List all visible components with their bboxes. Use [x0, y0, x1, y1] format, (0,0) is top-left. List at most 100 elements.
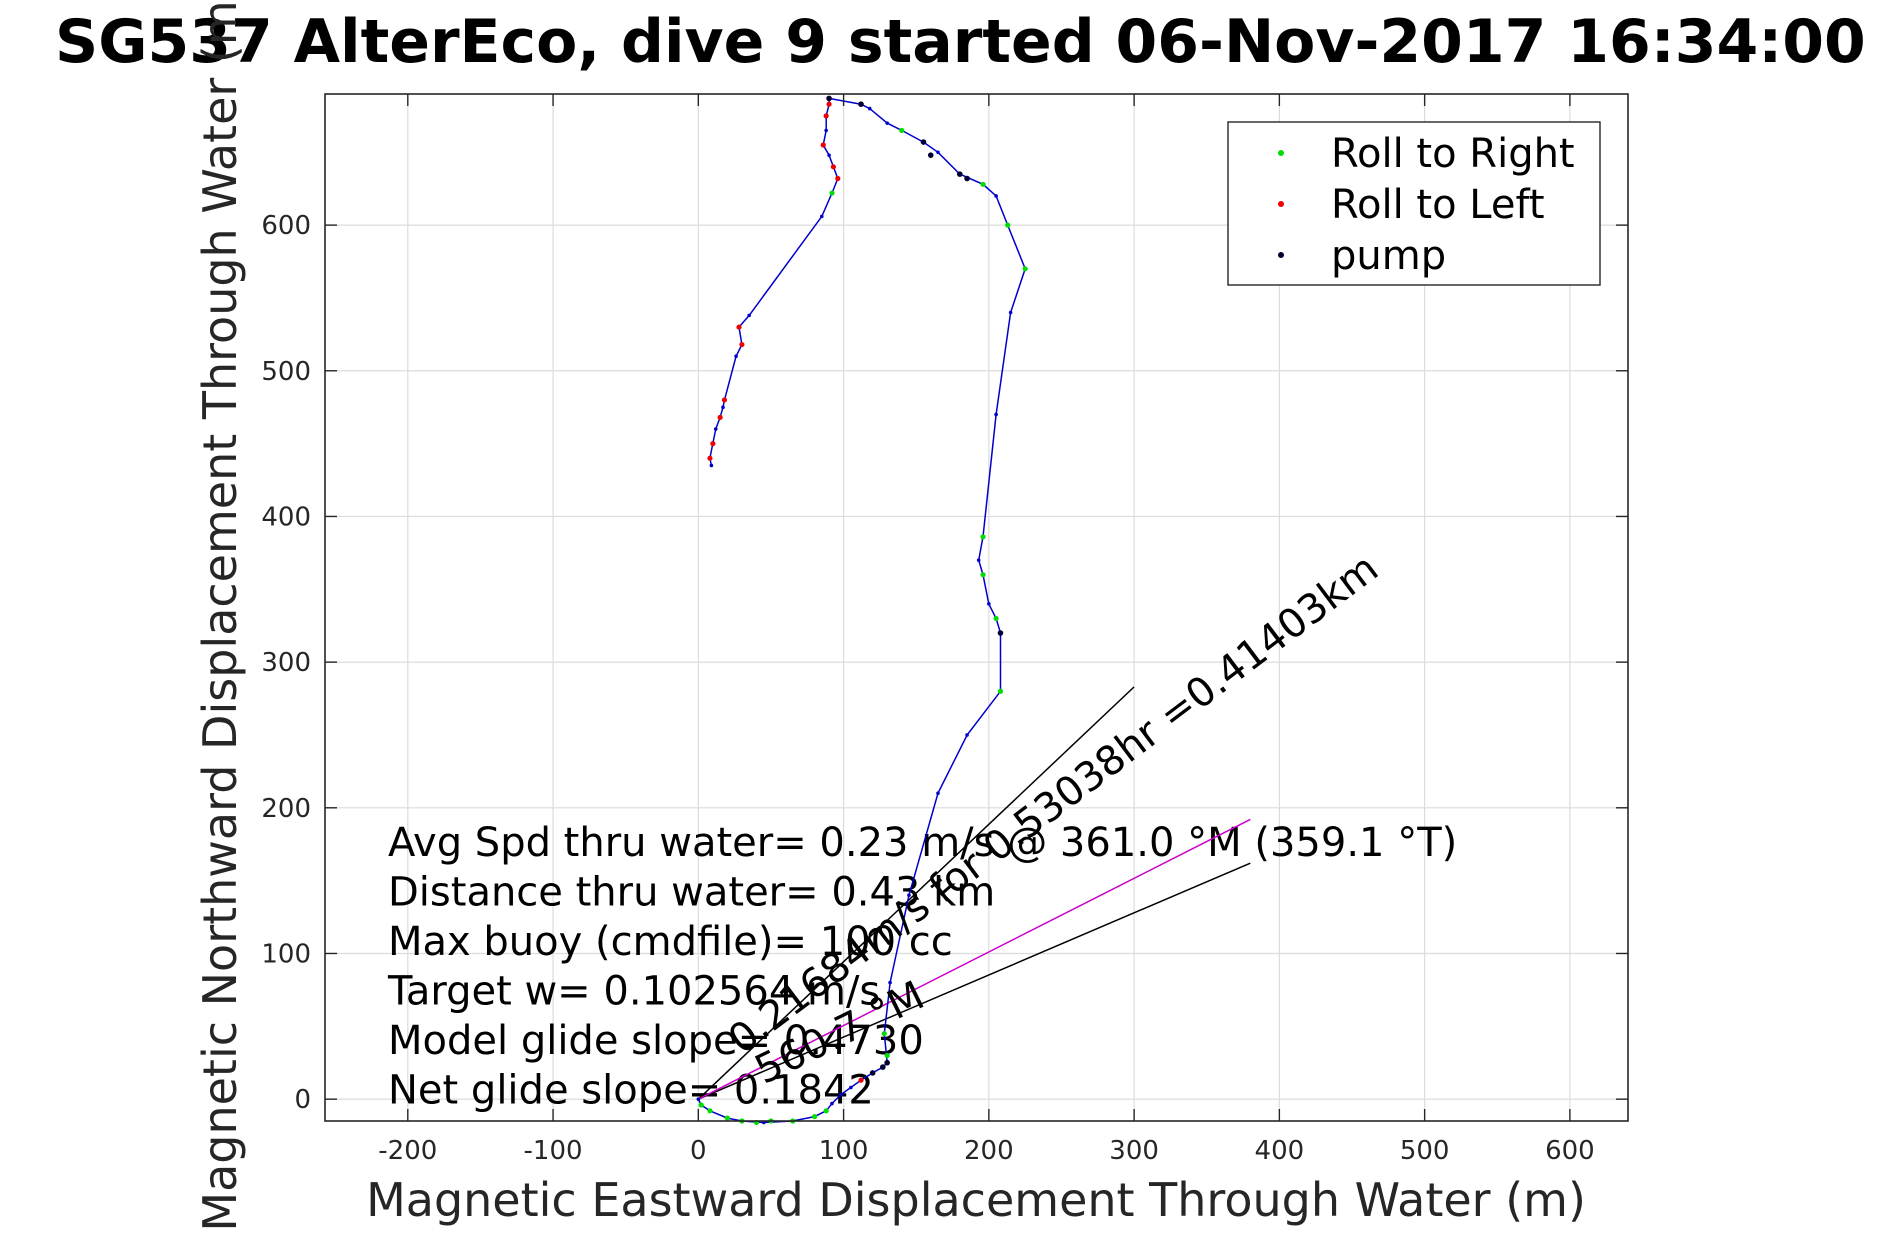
- roll-left-point: [707, 455, 713, 461]
- track-series: [696, 95, 1028, 1126]
- track-point: [987, 602, 991, 606]
- current-vector-line: [697, 686, 1135, 1100]
- track-point: [888, 980, 892, 985]
- track-point: [713, 427, 718, 431]
- roll-left-point: [823, 113, 829, 119]
- track-point: [824, 128, 828, 133]
- annotation-line: Net glide slope= 0.1842: [388, 1068, 874, 1114]
- track-point: [709, 463, 714, 468]
- y-tick-label: 400: [261, 502, 311, 532]
- track-point: [965, 733, 969, 737]
- annotation-block: Avg Spd thru water= 0.23 m/s @ 361.0 °M …: [387, 820, 1457, 1114]
- annotation-line: Distance thru water= 0.43 km: [388, 870, 995, 916]
- roll-left-point: [858, 1077, 864, 1083]
- roll-left-point: [830, 164, 837, 170]
- track-point: [885, 121, 889, 125]
- pump-point: [858, 101, 864, 107]
- legend-label: pump: [1331, 233, 1446, 279]
- pump-point: [869, 1070, 876, 1076]
- roll-right-point: [993, 615, 999, 622]
- track-point: [936, 150, 940, 155]
- chart-title: SG537 AlterEco, dive 9 started 06-Nov-20…: [55, 7, 1866, 77]
- model-vector-line: [698, 862, 1251, 1100]
- roll-left-point: [739, 341, 745, 348]
- x-axis-label: Magnetic Eastward Displacement Through W…: [366, 1173, 1586, 1227]
- vector-lines: [697, 686, 1251, 1100]
- pump-point: [884, 1059, 890, 1066]
- legend-marker: [1278, 201, 1284, 207]
- roll-left-point: [710, 441, 716, 447]
- y-tick-label: 0: [294, 1085, 311, 1115]
- roll-right-point: [899, 127, 905, 134]
- y-tick-label: 500: [261, 357, 311, 387]
- pump-point: [997, 630, 1004, 636]
- roll-left-point: [820, 142, 826, 148]
- roll-right-point: [707, 1108, 713, 1114]
- roll-right-point: [881, 1030, 887, 1037]
- track-point: [994, 412, 998, 417]
- axis-ticks: -200 -100 0 100 200 300 400 500 600 0 100 200 300 400…: [261, 94, 1628, 1166]
- track-point: [994, 194, 998, 198]
- track-point: [696, 1097, 701, 1101]
- pump-point: [964, 175, 970, 182]
- roll-right-point: [980, 181, 986, 187]
- roll-right-point: [980, 572, 986, 578]
- track-point: [976, 558, 981, 562]
- track-point: [1008, 310, 1013, 315]
- x-tick-label: 400: [1255, 1136, 1305, 1166]
- y-tick-label: 200: [261, 794, 311, 824]
- roll-right-point: [980, 534, 986, 540]
- track-point: [819, 214, 824, 219]
- track-line: [697, 97, 1026, 1124]
- roll-right-point: [698, 1102, 704, 1108]
- track-point: [838, 1092, 843, 1097]
- legend-label: Roll to Right: [1331, 131, 1575, 177]
- plot-frame: [324, 93, 1629, 1122]
- roll-right-point: [1005, 222, 1011, 228]
- track-point: [734, 354, 738, 359]
- legend-box: [1227, 121, 1601, 286]
- x-tick-label: -100: [524, 1136, 583, 1166]
- legend-label: Roll to Left: [1331, 182, 1545, 228]
- x-tick-label: 200: [964, 1136, 1014, 1166]
- pump-point: [956, 171, 963, 177]
- y-tick-label: 100: [261, 939, 311, 969]
- x-tick-label: -200: [378, 1136, 437, 1166]
- track-point: [721, 405, 725, 409]
- legend-marker: [1278, 150, 1284, 156]
- track-point: [849, 1085, 853, 1090]
- track-point: [830, 1101, 834, 1106]
- annotation-line: Avg Spd thru water= 0.23 m/s @ 361.0 °M …: [388, 820, 1457, 866]
- x-tick-label: 0: [690, 1136, 707, 1166]
- annotation-line: Target w= 0.102564 m/s: [387, 969, 880, 1015]
- y-tick-label: 300: [261, 648, 311, 678]
- roll-right-point: [823, 1108, 829, 1114]
- legend: Roll to Right Roll to Left pump: [1227, 121, 1601, 286]
- net-vector-line: [697, 818, 1251, 1100]
- pump-point: [927, 152, 934, 158]
- x-tick-label: 600: [1545, 1136, 1595, 1166]
- pump-point: [826, 95, 832, 102]
- y-tick-label: 600: [261, 211, 311, 241]
- x-tick-label: 300: [1109, 1136, 1159, 1166]
- y-axis-label: Magnetic Northward Displacement Through …: [193, 0, 247, 1232]
- pump-point: [880, 1064, 886, 1070]
- roll-right-point: [724, 1115, 730, 1121]
- track-point: [867, 106, 872, 111]
- roll-right-point: [829, 190, 835, 196]
- track-point: [827, 153, 831, 157]
- pump-point: [920, 139, 927, 145]
- roll-left-point: [736, 324, 742, 330]
- x-tick-label: 500: [1400, 1136, 1450, 1166]
- roll-left-point: [721, 397, 728, 403]
- roll-left-point: [835, 175, 841, 182]
- track-point: [936, 791, 940, 796]
- roll-right-point: [997, 688, 1004, 694]
- roll-right-point: [811, 1114, 818, 1120]
- track-point: [907, 893, 911, 898]
- x-tick-label: 100: [819, 1136, 869, 1166]
- annotation-line: Max buoy (cmdfile)= 100 cc: [388, 919, 953, 965]
- roll-left-point: [826, 101, 832, 107]
- roll-left-point: [717, 414, 723, 420]
